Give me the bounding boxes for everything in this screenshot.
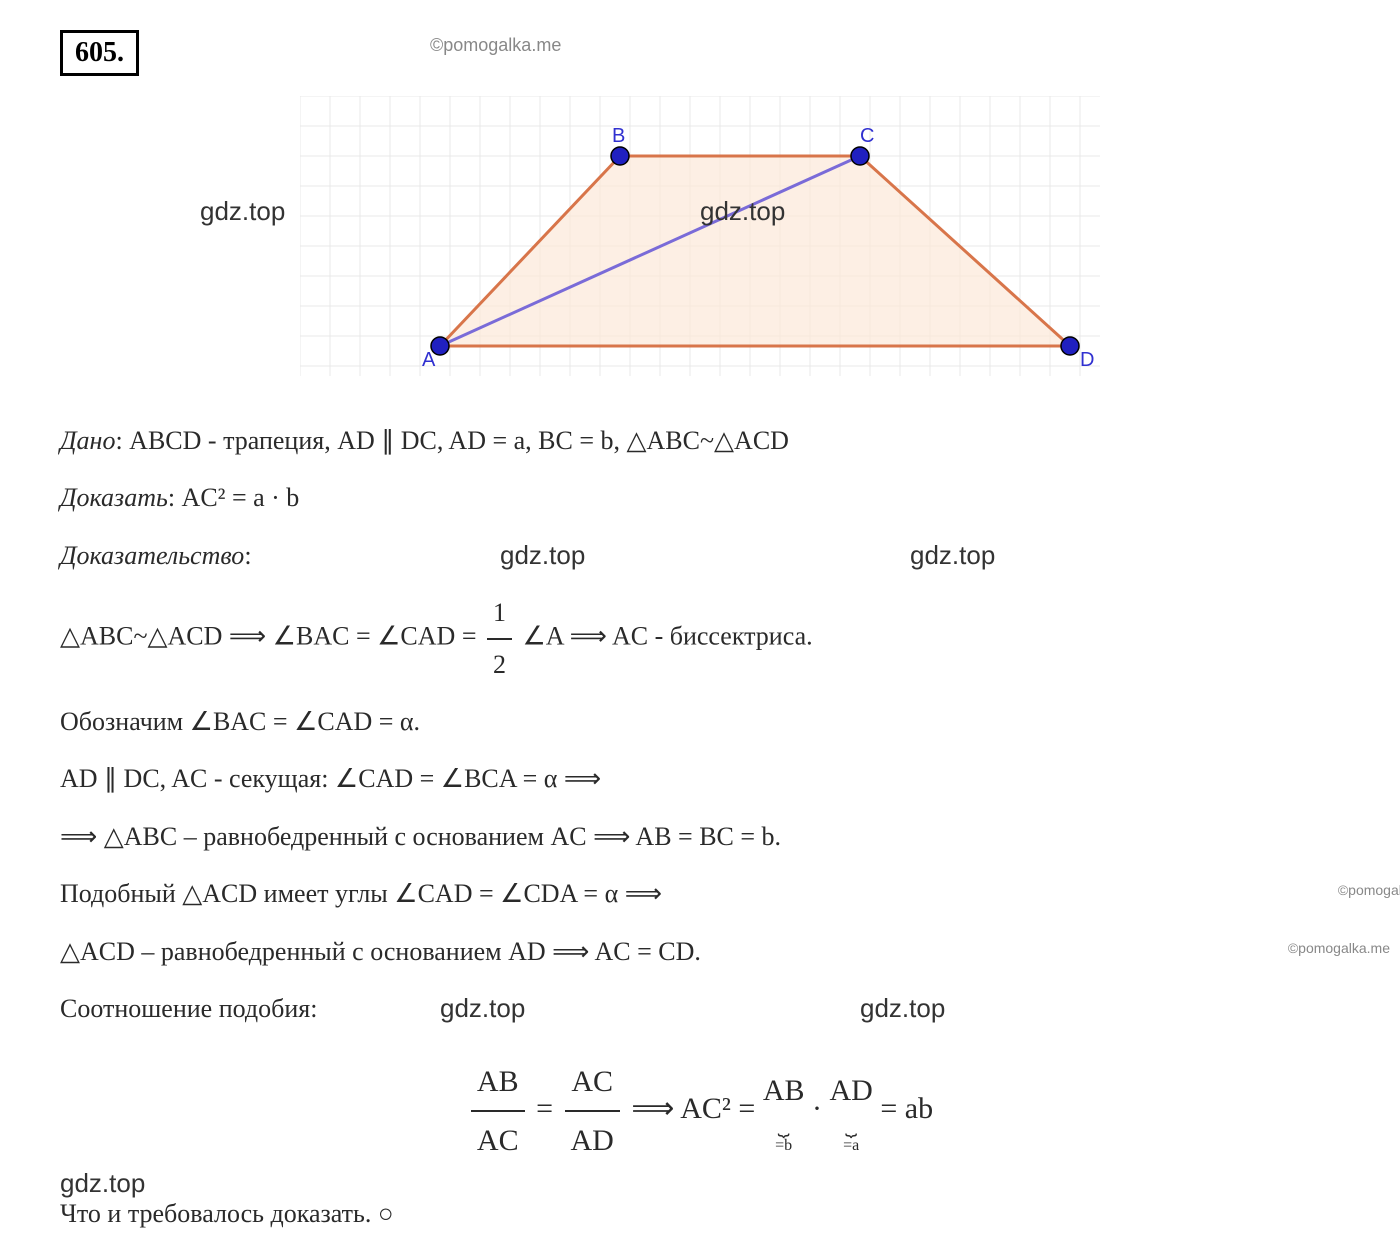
proof-line-4: ⟹ △ABC – равнобедренный с основанием AC … xyxy=(60,812,1340,861)
watermark-pomogalka-3: ©pomogalka.me xyxy=(1288,935,1390,962)
dokazat-content: : AC² = a · b xyxy=(168,483,300,512)
fraction-half: 1 2 xyxy=(487,588,512,689)
trapezoid-diagram: ABCD gdz.top gdz.top xyxy=(300,96,1100,396)
proof-line-2: Обозначим ∠BAC = ∠CAD = α. xyxy=(60,697,1340,746)
eq-frac1-den: AC xyxy=(471,1112,525,1169)
eq-under1-sub: =b xyxy=(763,1121,805,1161)
eq-part3: = ab xyxy=(880,1092,933,1125)
solution-text: Дано: ABCD - трапеция, AD ∥ DC, AD = a, … xyxy=(60,416,1340,1239)
eq-frac1-num: AB xyxy=(471,1053,525,1112)
watermark-gdz-5: gdz.top xyxy=(440,984,525,1033)
qed-line: gdz.top Что и требовалось доказать. ○ xyxy=(60,1189,1340,1238)
diagram-svg: A B C D xyxy=(300,96,1100,376)
eq-frac2-num: AC xyxy=(565,1053,620,1112)
frac-num: 1 xyxy=(487,588,512,639)
eq-dot: · xyxy=(812,1092,830,1125)
proof-line-7: Соотношение подобия: gdz.top gdz.top xyxy=(60,984,1340,1033)
problem-number: 605. xyxy=(60,30,139,76)
eq-under1-main: AB xyxy=(763,1062,805,1119)
proof-line-6: △ACD – равнобедренный с основанием AD ⟹ … xyxy=(60,927,1340,976)
svg-text:D: D xyxy=(1080,349,1094,371)
svg-text:A: A xyxy=(422,349,436,371)
dokazatelstvo-label: Доказательство xyxy=(60,541,244,570)
line1-part2: ∠A ⟹ AC - биссектриса. xyxy=(522,622,812,651)
dano-content: : ABCD - трапеция, AD ∥ DC, AD = a, BC =… xyxy=(115,426,789,455)
eq-frac1: AB AC xyxy=(471,1053,525,1169)
main-equation: AB AC = AC AD ⟹ AC² = AB =b · AD =a = ab xyxy=(60,1053,1340,1169)
line1-part1: △ABC~△ACD ⟹ ∠BAC = ∠CAD = xyxy=(60,622,483,651)
proof-line-5: Подобный △ACD имеет углы ∠CAD = ∠CDA = α… xyxy=(60,869,1340,918)
proof-line-1: △ABC~△ACD ⟹ ∠BAC = ∠CAD = 1 2 ∠A ⟹ AC - … xyxy=(60,588,1340,689)
watermark-gdz-4: gdz.top xyxy=(910,531,995,580)
eq-equals: = xyxy=(536,1092,560,1125)
svg-text:C: C xyxy=(860,125,874,147)
eq-under2-sub: =a xyxy=(830,1121,873,1161)
proof-line-3: AD ∥ DC, AC - секущая: ∠CAD = ∠BCA = α ⟹ xyxy=(60,754,1340,803)
dano-line: Дано: ABCD - трапеция, AD ∥ DC, AD = a, … xyxy=(60,416,1340,465)
svg-text:B: B xyxy=(612,125,625,147)
frac-den: 2 xyxy=(487,640,512,689)
watermark-pomogalka-top: ©pomogalka.me xyxy=(430,35,561,56)
eq-frac2-den: AD xyxy=(565,1112,620,1169)
watermark-gdz-3: gdz.top xyxy=(500,531,585,580)
dokazat-line: Доказать: AC² = a · b xyxy=(60,473,1340,522)
eq-under1: AB =b xyxy=(763,1062,805,1161)
watermark-gdz-6: gdz.top xyxy=(860,984,945,1033)
eq-part2: ⟹ AC² = xyxy=(631,1092,762,1125)
dokazatelstvo-line: Доказательство: gdz.top gdz.top xyxy=(60,531,1340,580)
dano-label: Дано xyxy=(60,426,115,455)
dokazat-label: Доказать xyxy=(60,483,168,512)
eq-frac2: AC AD xyxy=(565,1053,620,1169)
eq-under2-main: AD xyxy=(830,1062,873,1119)
eq-under2: AD =a xyxy=(830,1062,873,1161)
watermark-gdz-left: gdz.top xyxy=(200,196,285,227)
watermark-pomogalka-2: ©pomogalka.me xyxy=(1338,877,1400,904)
